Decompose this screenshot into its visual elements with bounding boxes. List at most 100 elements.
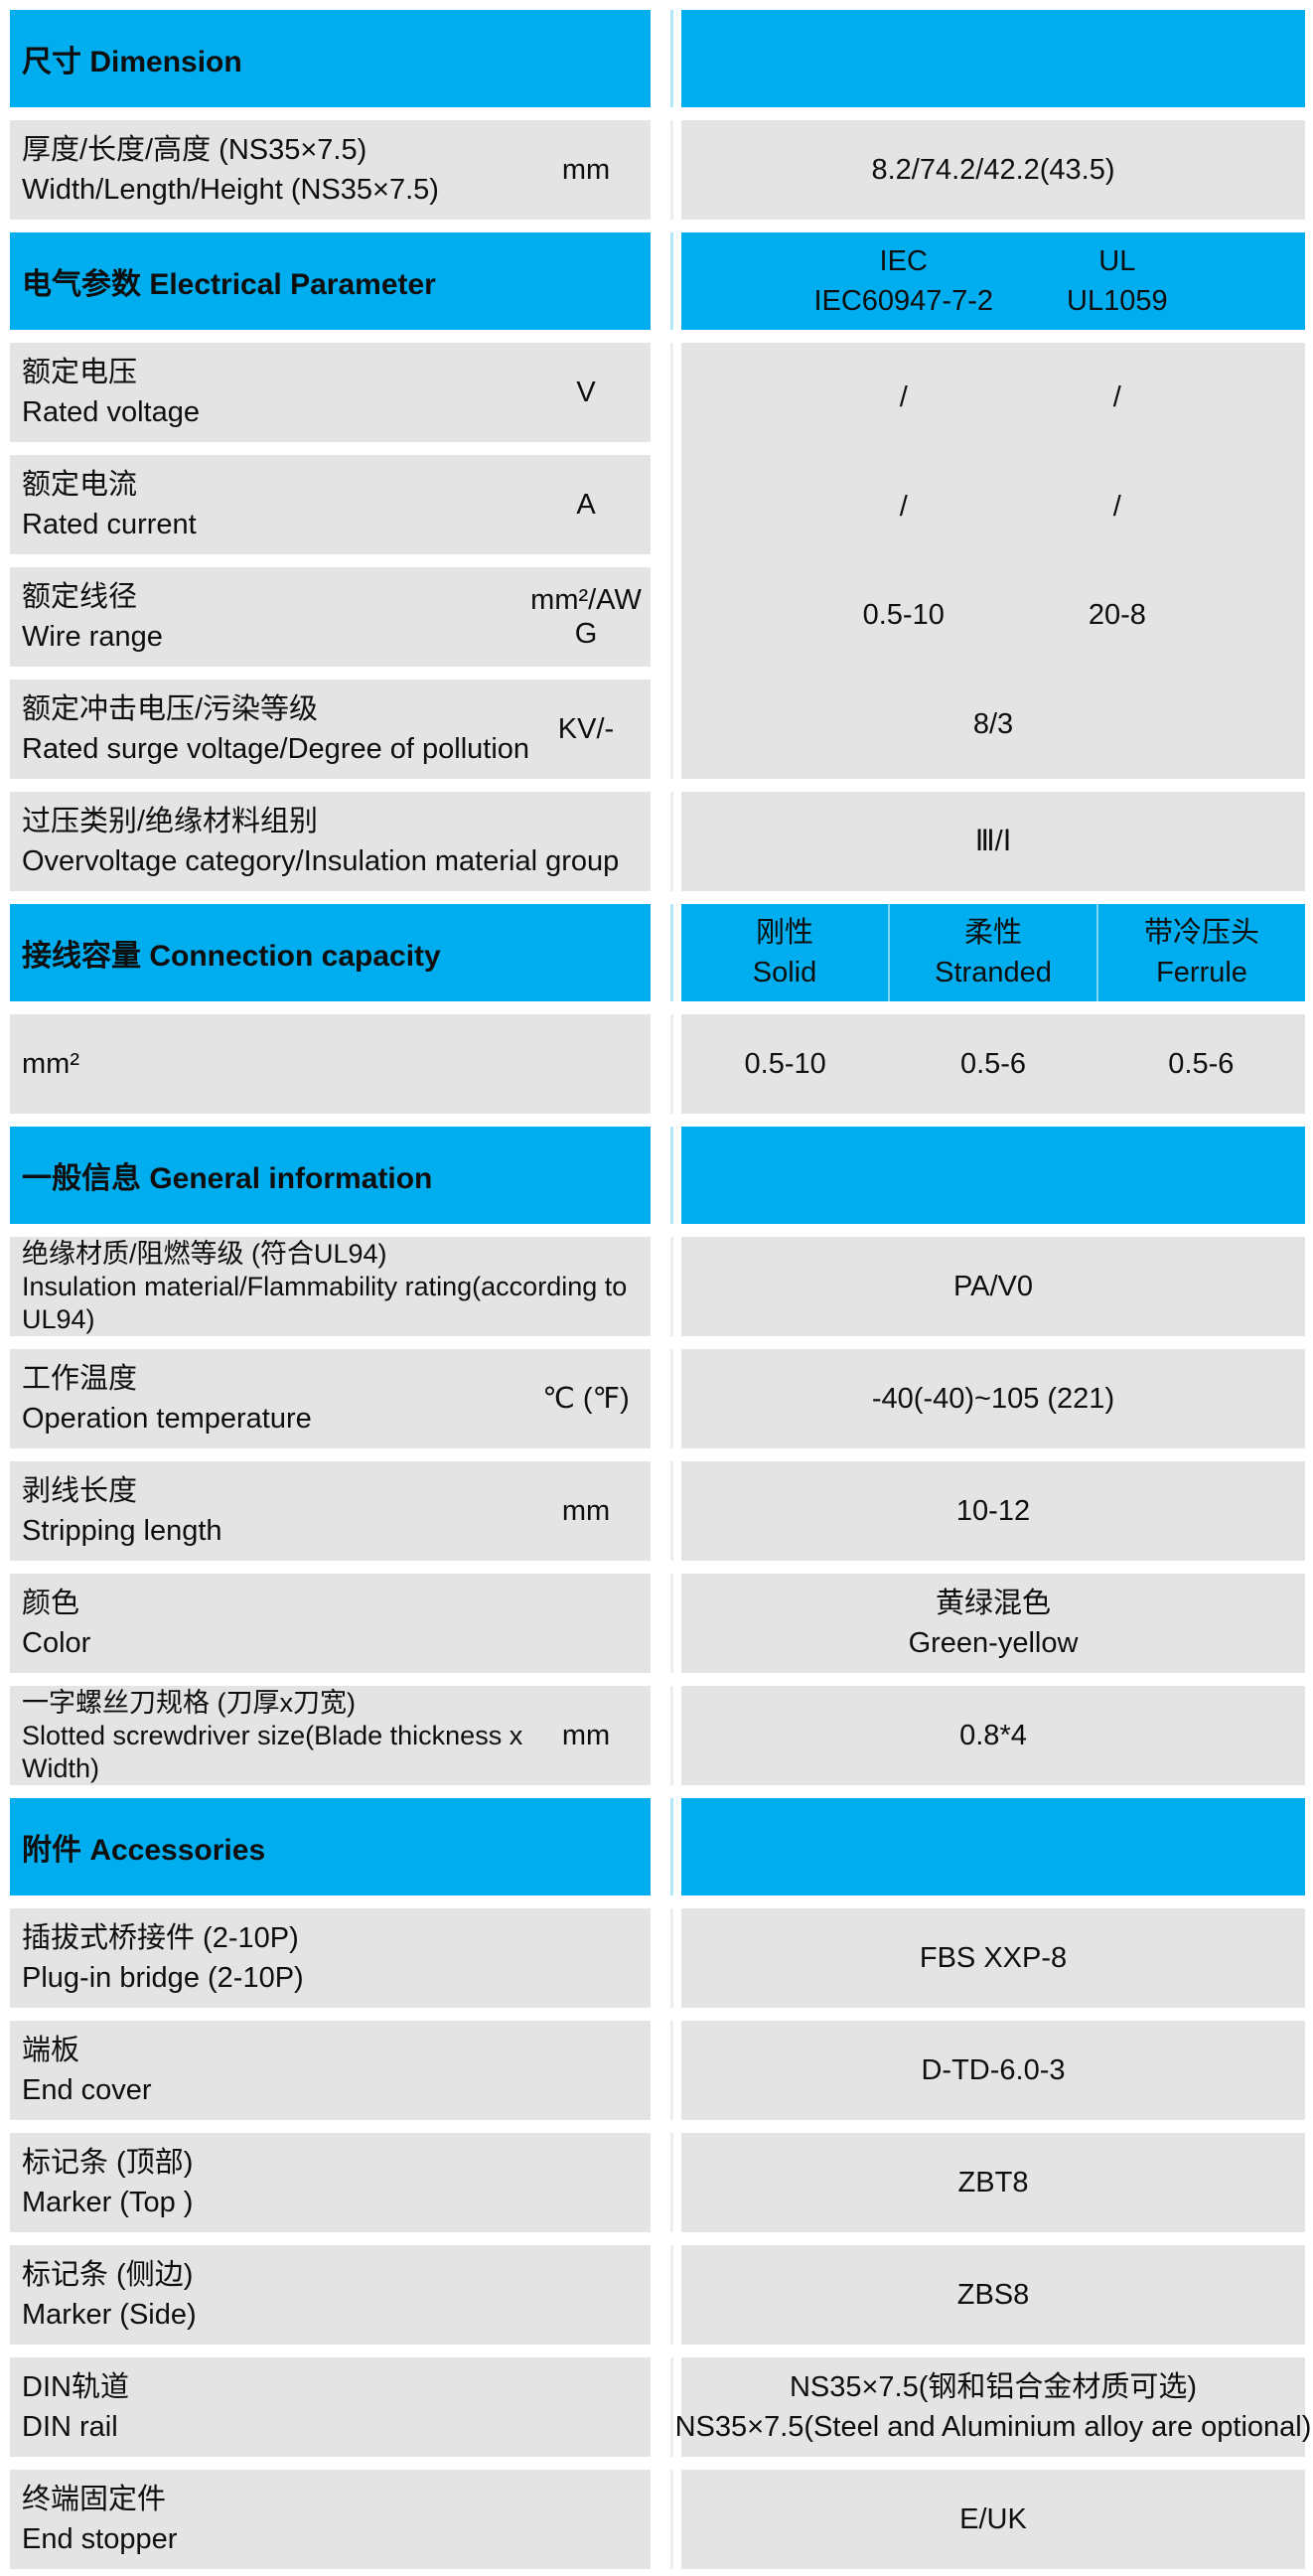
column-gap <box>651 1908 681 2008</box>
column-gap <box>651 120 681 220</box>
col-header-ferrule: 带冷压头 Ferrule <box>1096 904 1305 1001</box>
value-ferrule: 0.5-6 <box>1168 1048 1235 1080</box>
column-gap <box>651 792 681 891</box>
row-label-zh: 额定冲击电压/污染等级 <box>22 693 319 725</box>
section-header-dimension: 尺寸 Dimension <box>10 10 1305 107</box>
electrical-values-block: / / / / 0.5-10 20-8 8/3 <box>681 343 1305 779</box>
row-surge-voltage-pollution: 额定冲击电压/污染等级 Rated surge voltage/Degree o… <box>10 680 651 779</box>
column-gap <box>651 2357 681 2457</box>
section-header-right <box>681 10 1305 107</box>
row-end-cover: 端板 End cover D-TD-6.0-3 <box>10 2021 1305 2120</box>
unit-label: mm <box>561 1495 611 1527</box>
row-label-en: End cover <box>22 2074 152 2106</box>
section-title: 一般信息 General information <box>22 1162 433 1195</box>
column-gap <box>651 1574 681 1673</box>
row-end-stopper: 终端固定件 End stopper E/UK <box>10 2470 1305 2569</box>
column-gap <box>651 1127 681 1224</box>
row-label-zh: 厚度/长度/高度 (NS35×7.5) <box>22 134 367 166</box>
value-line-zh: 黄绿混色 <box>935 1588 1051 1619</box>
col-header-ul: UL UL1059 <box>1067 245 1168 317</box>
unit-label: KV/- <box>557 713 615 745</box>
row-label-en: Rated voltage <box>22 396 200 428</box>
value-line-en: Green-yellow <box>908 1627 1079 1659</box>
row-connection-mm2: mm² 0.5-10 0.5-6 0.5-6 <box>10 1014 1305 1114</box>
column-gap <box>651 2470 681 2569</box>
row-label-zh: 颜色 <box>22 1588 80 1619</box>
row-label-en: Rated current <box>22 509 197 540</box>
row-label-en2: Width) <box>22 1752 100 1783</box>
row-label-zh: 标记条 (侧边) <box>22 2259 194 2291</box>
row-rated-current: 额定电流 Rated current A <box>10 455 651 554</box>
col-header-solid: 刚性 Solid <box>752 917 817 988</box>
value-cell: -40(-40)~105 (221) <box>871 1383 1115 1415</box>
unit-label: V <box>576 377 596 408</box>
value-ul: / <box>1112 490 1121 523</box>
row-label-en: Wire range <box>22 621 163 653</box>
value-cell: PA/V0 <box>952 1271 1034 1302</box>
section-header-electrical: 电气参数 Electrical Parameter IEC IEC60947-7… <box>10 232 1305 330</box>
column-gap <box>651 343 681 779</box>
section-title: 电气参数 Electrical Parameter <box>22 268 436 301</box>
unit-label: mm²/AWG <box>530 584 642 650</box>
column-gap <box>651 1349 681 1448</box>
value-cell: D-TD-6.0-3 <box>921 2054 1066 2086</box>
column-gap <box>651 1798 681 1895</box>
unit-label: A <box>576 489 596 521</box>
section-header-right <box>681 1798 1305 1895</box>
unit-label: mm <box>561 154 611 186</box>
row-marker-top: 标记条 (顶部) Marker (Top ) ZBT8 <box>10 2133 1305 2232</box>
value-cell: 10-12 <box>955 1495 1031 1527</box>
row-stripping-length: 剥线长度 Stripping length mm 10-12 <box>10 1461 1305 1561</box>
row-label-zh: 过压类别/绝缘材料组别 <box>22 806 319 837</box>
row-label-zh: 额定电压 <box>22 357 138 388</box>
value-cell: ZBS8 <box>956 2279 1030 2311</box>
row-label: mm² <box>22 1048 79 1080</box>
row-label-en: Stripping length <box>22 1515 222 1547</box>
row-label-en: Width/Length/Height (NS35×7.5) <box>22 174 439 206</box>
row-operation-temperature: 工作温度 Operation temperature ℃ (℉) -40(-40… <box>10 1349 1305 1448</box>
column-gap <box>651 1461 681 1561</box>
row-width-length-height: 厚度/长度/高度 (NS35×7.5) Width/Length/Height … <box>10 120 1305 220</box>
value-line-zh: NS35×7.5(钢和铝合金材质可选) <box>789 2371 1198 2403</box>
value-ul: 20-8 <box>1088 599 1146 632</box>
column-gap <box>651 2021 681 2120</box>
row-din-rail: DIN轨道 DIN rail NS35×7.5(钢和铝合金材质可选) NS35×… <box>10 2357 1311 2457</box>
row-label-en: Insulation material/Flammability rating(… <box>22 1271 628 1301</box>
value-cell: Ⅲ/Ⅰ <box>974 826 1012 857</box>
section-header-accessories: 附件 Accessories <box>10 1798 1305 1895</box>
row-color: 颜色 Color 黄绿混色 Green-yellow <box>10 1574 1305 1673</box>
section-title: 尺寸 Dimension <box>22 46 242 78</box>
value-cell: FBS XXP-8 <box>919 1942 1068 1974</box>
col-header-iec: IEC IEC60947-7-2 <box>813 245 993 317</box>
row-label-zh: 标记条 (顶部) <box>22 2147 194 2179</box>
column-gap <box>651 10 681 107</box>
section-header-right <box>681 1127 1305 1224</box>
value-stranded: 0.5-6 <box>959 1048 1027 1080</box>
unit-label: ℃ (℉) <box>542 1383 630 1415</box>
row-plug-in-bridge: 插拔式桥接件 (2-10P) Plug-in bridge (2-10P) FB… <box>10 1908 1305 2008</box>
value-line-en: NS35×7.5(Steel and Aluminium alloy are o… <box>674 2411 1312 2443</box>
row-wire-range: 额定线径 Wire range mm²/AWG <box>10 567 651 667</box>
row-label-zh: 剥线长度 <box>22 1475 138 1507</box>
value-cell: ZBT8 <box>957 2167 1029 2198</box>
row-rated-voltage: 额定电压 Rated voltage V <box>10 343 651 442</box>
section-header-general-info: 一般信息 General information <box>10 1127 1305 1224</box>
section-header-connection-capacity: 接线容量 Connection capacity 刚性 Solid 柔性 Str… <box>10 904 1305 1001</box>
row-label-zh: 终端固定件 <box>22 2484 167 2515</box>
row-label-zh: 额定电流 <box>22 469 138 501</box>
row-label-zh: 工作温度 <box>22 1363 138 1395</box>
value-iec: / <box>899 380 908 413</box>
column-gap <box>651 904 681 1001</box>
section-title: 附件 Accessories <box>22 1834 266 1867</box>
electrical-rows-segment: 额定电压 Rated voltage V 额定电流 Rated current … <box>10 343 1305 779</box>
row-label-en: Plug-in bridge (2-10P) <box>22 1962 304 1994</box>
row-marker-side: 标记条 (侧边) Marker (Side) ZBS8 <box>10 2245 1305 2345</box>
section-title: 接线容量 Connection capacity <box>22 940 441 973</box>
value-solid: 0.5-10 <box>744 1048 826 1080</box>
row-label-en: Rated surge voltage/Degree of pollution <box>22 733 530 765</box>
row-label-zh: 绝缘材质/阻燃等级 (符合UL94) <box>22 1238 387 1269</box>
row-label-en: Overvoltage category/Insulation material… <box>22 845 620 877</box>
col-header-stranded: 柔性 Stranded <box>888 904 1096 1001</box>
row-label-en: Slotted screwdriver size(Blade thickness… <box>22 1720 523 1750</box>
